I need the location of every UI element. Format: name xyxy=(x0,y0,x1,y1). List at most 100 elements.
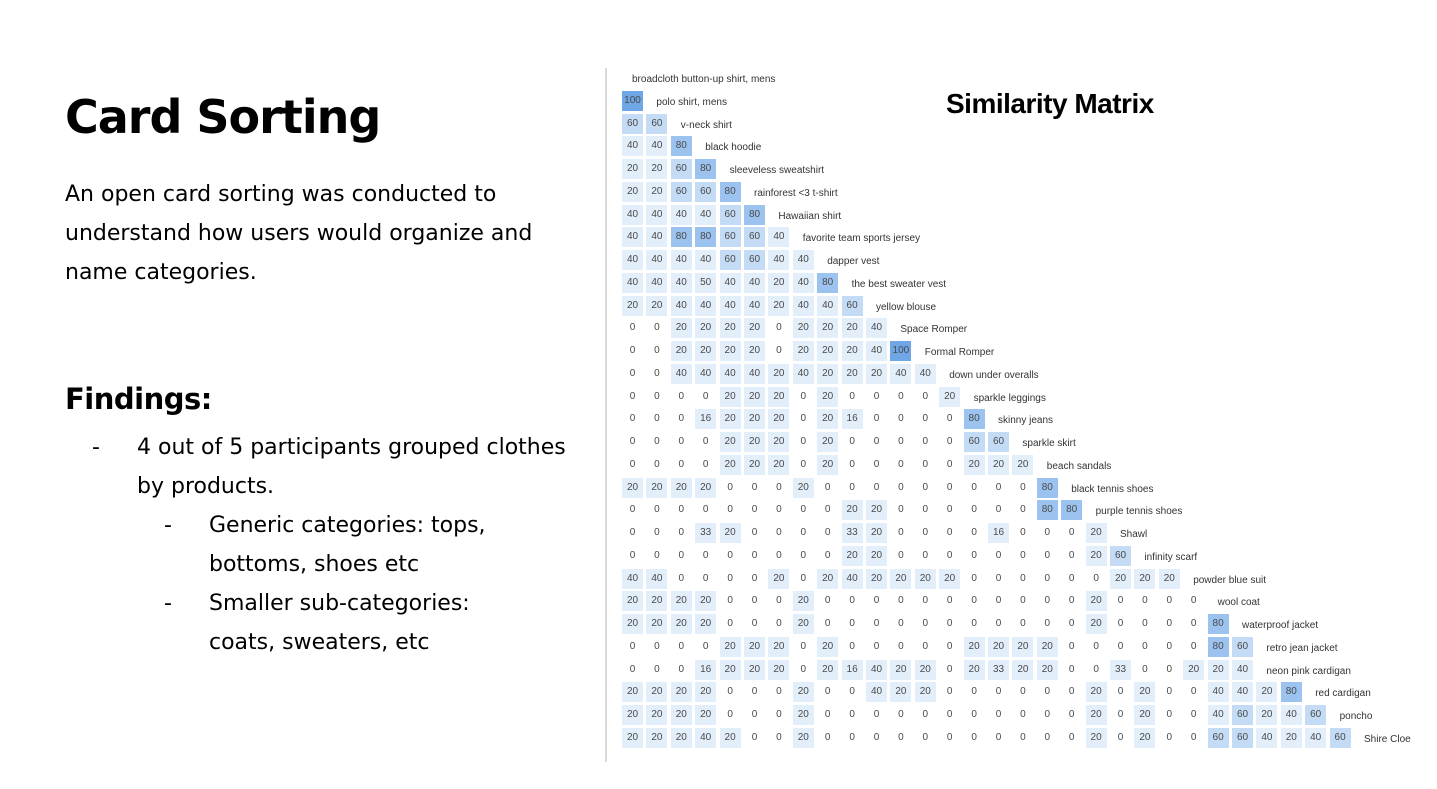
matrix-cell: 40 xyxy=(1232,659,1253,680)
matrix-cell: 20 xyxy=(792,682,814,703)
matrix-cell: 80 xyxy=(1036,477,1058,498)
matrix-cell: 0 xyxy=(1012,614,1034,634)
matrix-cell: 20 xyxy=(866,500,887,521)
matrix-cell: 80 xyxy=(695,227,717,248)
matrix-item-label: broadcloth button-up shirt, mens xyxy=(632,74,776,85)
matrix-cell: 0 xyxy=(890,432,912,452)
matrix-item-label: beach sandals xyxy=(1046,460,1112,472)
matrix-cell: 20 xyxy=(1256,682,1278,703)
matrix-cell: 0 xyxy=(963,523,985,543)
matrix-cell: 20 xyxy=(768,659,790,680)
matrix-cell: 20 xyxy=(622,705,643,725)
matrix-cell: 0 xyxy=(768,727,790,748)
matrix-cell: 0 xyxy=(890,727,912,748)
matrix-cell: 0 xyxy=(1183,705,1205,725)
matrix-cell: 0 xyxy=(1134,659,1156,680)
matrix-cell: 0 xyxy=(719,477,741,498)
matrix-cell: 20 xyxy=(1012,454,1034,475)
matrix-cell: 40 xyxy=(695,250,717,270)
matrix-cell: 40 xyxy=(719,363,741,384)
matrix-cell: 60 xyxy=(622,113,643,134)
matrix-cell: 0 xyxy=(744,545,765,566)
matrix-cell: 20 xyxy=(646,477,668,498)
matrix-cell: 0 xyxy=(1061,614,1083,634)
matrix-cell: 80 xyxy=(1061,500,1083,521)
matrix-cell: 40 xyxy=(670,295,692,316)
matrix-cell: 0 xyxy=(890,591,912,612)
matrix-cell: 0 xyxy=(622,659,643,680)
matrix-cell: 0 xyxy=(646,659,668,680)
matrix-cell: 80 xyxy=(695,159,717,179)
matrix-cell: 0 xyxy=(1036,523,1058,543)
matrix-cell: 0 xyxy=(719,500,741,521)
matrix-cell: 0 xyxy=(792,386,814,407)
matrix-cell: 20 xyxy=(768,272,790,293)
matrix-cell: 0 xyxy=(1110,591,1131,612)
matrix-cell: 40 xyxy=(695,727,717,748)
matrix-cell: 0 xyxy=(963,614,985,634)
matrix-cell: 20 xyxy=(744,318,765,339)
matrix-cell: 0 xyxy=(622,363,643,384)
matrix-item-label: infinity scarf xyxy=(1144,551,1198,563)
matrix-cell: 0 xyxy=(817,477,839,498)
matrix-item-label: rainforest <3 t-shirt xyxy=(754,187,838,199)
matrix-item-label: powder blue suit xyxy=(1193,574,1267,586)
matrix-cell: 0 xyxy=(744,568,765,589)
matrix-cell: 40 xyxy=(646,136,668,157)
matrix-cell: 0 xyxy=(963,500,985,521)
matrix-cell: 20 xyxy=(670,477,692,498)
matrix-cell: 0 xyxy=(939,545,961,566)
matrix-cell: 0 xyxy=(914,545,936,566)
matrix-cell: 0 xyxy=(890,705,912,725)
matrix-cell: 0 xyxy=(744,705,765,725)
matrix-cell: 20 xyxy=(1134,682,1156,703)
matrix-cell: 20 xyxy=(841,363,863,384)
matrix-cell: 20 xyxy=(1085,523,1107,543)
matrix-item-label: Space Romper xyxy=(900,324,968,336)
matrix-cell: 20 xyxy=(646,181,668,202)
matrix-cell: 20 xyxy=(768,386,790,407)
matrix-cell: 0 xyxy=(963,545,985,566)
matrix-cell: 0 xyxy=(622,454,643,475)
matrix-cell: 0 xyxy=(1061,545,1083,566)
matrix-cell: 20 xyxy=(1183,659,1205,680)
matrix-cell: 20 xyxy=(719,386,741,407)
matrix-cell: 0 xyxy=(939,477,961,498)
matrix-cell: 0 xyxy=(963,568,985,589)
matrix-cell: 40 xyxy=(768,227,790,248)
matrix-cell: 60 xyxy=(963,432,985,452)
bullet-text: 4 out of 5 participants grouped clothes … xyxy=(137,435,566,499)
matrix-cell: 20 xyxy=(1207,659,1229,680)
matrix-cell: 20 xyxy=(792,318,814,339)
matrix-cell: 20 xyxy=(1036,659,1058,680)
matrix-cell: 0 xyxy=(1012,568,1034,589)
matrix-cell: 0 xyxy=(670,500,692,521)
matrix-cell: 0 xyxy=(988,500,1009,521)
matrix-cell: 0 xyxy=(1012,705,1034,725)
matrix-cell: 20 xyxy=(866,568,887,589)
matrix-cell: 60 xyxy=(646,113,668,134)
finding-subbullet-1: - Generic categories: tops, bottoms, sho… xyxy=(65,506,529,584)
matrix-cell: 20 xyxy=(719,318,741,339)
matrix-cell: 0 xyxy=(1036,614,1058,634)
matrix-cell: 60 xyxy=(670,159,692,179)
matrix-cell: 20 xyxy=(744,454,765,475)
matrix-item-label: Hawaiian shirt xyxy=(778,210,842,222)
matrix-cell: 0 xyxy=(939,591,961,612)
matrix-cell: 0 xyxy=(817,614,839,634)
matrix-cell: 0 xyxy=(768,523,790,543)
matrix-cell: 40 xyxy=(695,363,717,384)
matrix-cell: 20 xyxy=(744,409,765,430)
matrix-cell: 20 xyxy=(670,318,692,339)
matrix-item-label: poncho xyxy=(1339,711,1373,722)
matrix-item-label: sparkle leggings xyxy=(973,392,1046,404)
matrix-cell: 0 xyxy=(866,454,887,475)
matrix-cell: 20 xyxy=(939,386,961,407)
matrix-cell: 20 xyxy=(792,341,814,361)
matrix-cell: 20 xyxy=(744,659,765,680)
matrix-cell: 0 xyxy=(1183,614,1205,634)
matrix-cell: 0 xyxy=(646,454,668,475)
matrix-cell: 0 xyxy=(768,705,790,725)
matrix-cell: 0 xyxy=(695,636,717,657)
matrix-cell: 0 xyxy=(768,318,790,339)
